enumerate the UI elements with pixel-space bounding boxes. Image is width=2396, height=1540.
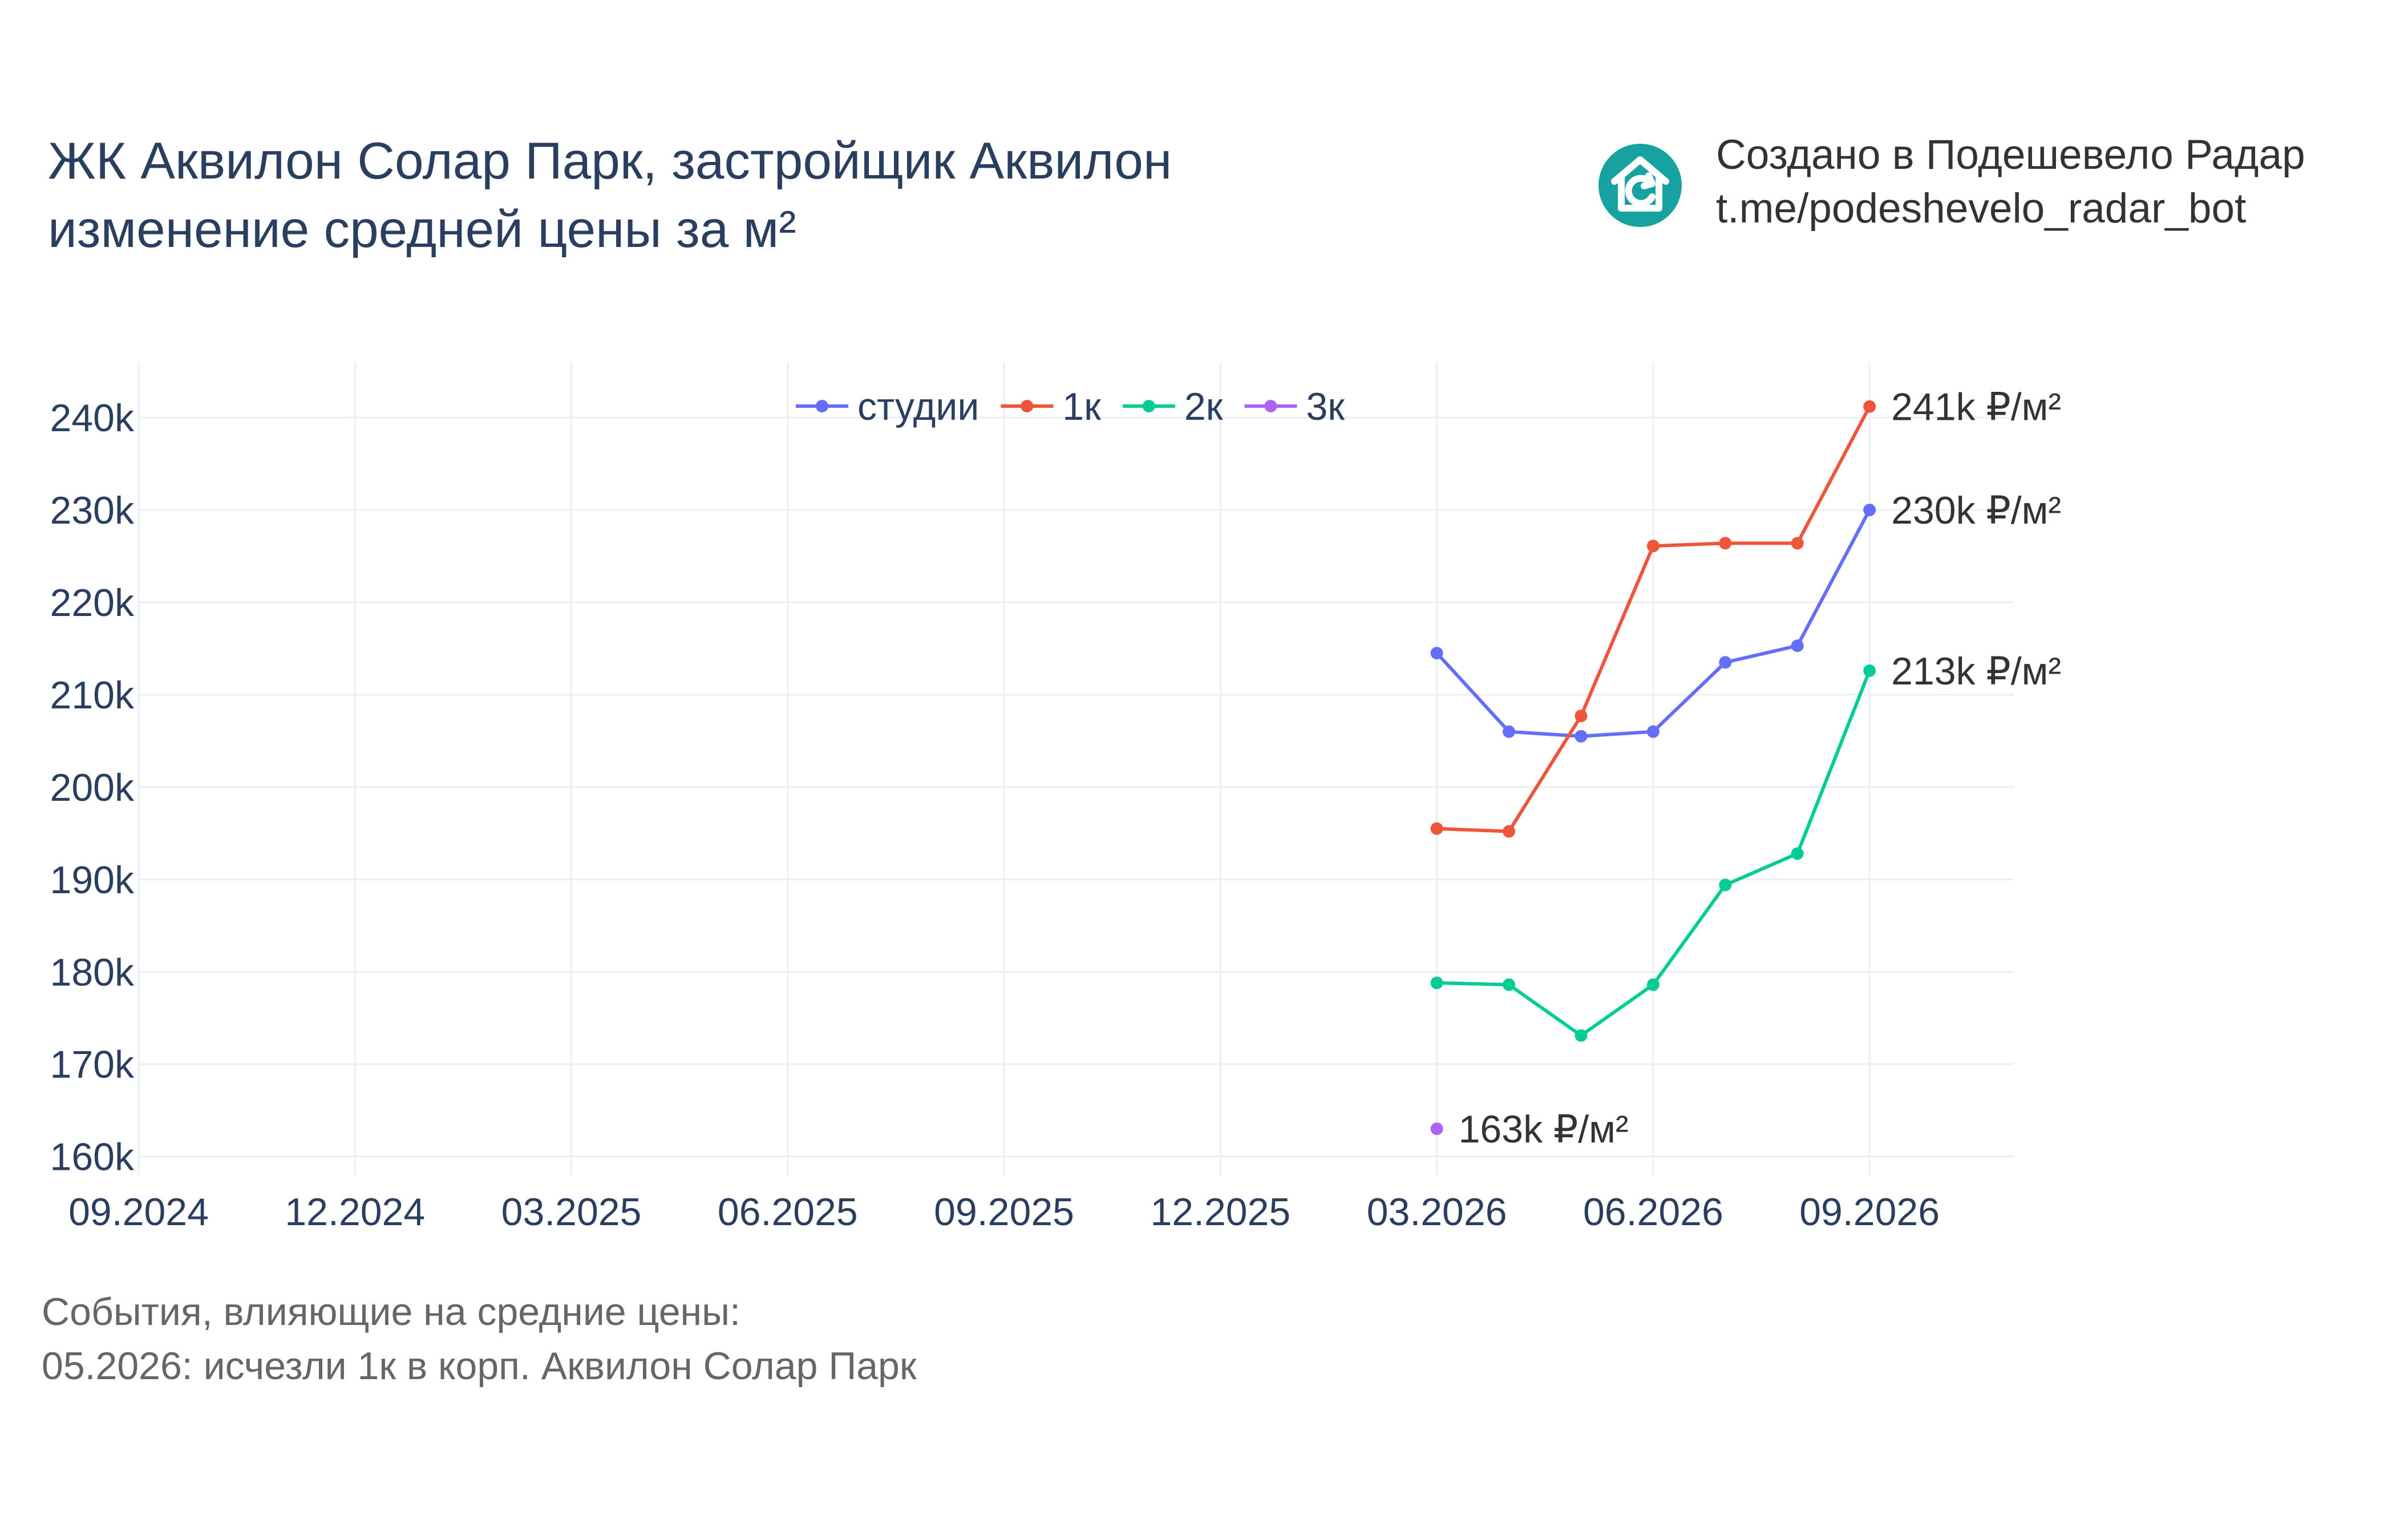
- series-end-label: 241k ₽/м²: [1891, 386, 2061, 429]
- data-point[interactable]: [1791, 847, 1804, 860]
- y-tick-label: 190k: [50, 858, 135, 902]
- data-point[interactable]: [1646, 540, 1660, 553]
- x-tick-label: 12.2025: [1150, 1190, 1290, 1234]
- y-axis-ticks: 160k 170k 180k 190k 200k 210k 220k 230k 240k: [50, 396, 135, 1178]
- x-tick-label: 06.2026: [1583, 1190, 1723, 1234]
- legend-item-0[interactable]: студии: [796, 385, 979, 428]
- data-point[interactable]: [1503, 978, 1516, 991]
- x-tick-label: 06.2025: [718, 1190, 858, 1234]
- data-point[interactable]: [1719, 878, 1732, 891]
- legend-swatch-marker: [1142, 400, 1155, 412]
- series-0: [1430, 504, 1876, 743]
- footnote-line-2: 05.2026: исчезли 1к в корп. Аквилон Сола…: [42, 1344, 917, 1388]
- y-tick-label: 230k: [50, 489, 135, 532]
- credit-line-1: Создано в Подешевело Радар: [1716, 132, 2305, 178]
- data-point[interactable]: [1719, 537, 1732, 550]
- y-tick-label: 220k: [50, 581, 135, 625]
- x-axis-ticks: 09.2024 12.2024 03.2025 06.2025 09.2025 12.20…: [68, 1190, 1940, 1234]
- x-tick-label: 03.2026: [1367, 1190, 1507, 1234]
- series-end-label: 213k ₽/м²: [1891, 650, 2061, 693]
- x-tick-label: 12.2024: [285, 1190, 425, 1234]
- logo[interactable]: [1598, 144, 1682, 227]
- chart-title-line-1: ЖК Аквилон Солар Парк, застройщик Аквило…: [48, 132, 1172, 190]
- y-tick-label: 240k: [50, 396, 135, 440]
- legend-item-1[interactable]: 1к: [1001, 385, 1102, 428]
- x-tick-label: 09.2025: [934, 1190, 1074, 1234]
- chart-title-line-2: изменение средней цены за м²: [48, 201, 796, 258]
- data-point[interactable]: [1719, 656, 1732, 669]
- data-point[interactable]: [1863, 504, 1876, 517]
- data-point[interactable]: [1430, 1122, 1443, 1136]
- legend-swatch-marker: [1021, 400, 1034, 412]
- data-point[interactable]: [1646, 978, 1660, 991]
- series-2: [1430, 664, 1876, 1042]
- y-tick-label: 200k: [50, 766, 135, 809]
- y-tick-label: 180k: [50, 951, 135, 994]
- y-tick-label: 170k: [50, 1043, 135, 1087]
- data-point[interactable]: [1863, 664, 1876, 677]
- footnote-line-1: События, влияющие на средние цены:: [42, 1290, 740, 1334]
- series-end-label: 230k ₽/м²: [1891, 489, 2061, 532]
- data-point[interactable]: [1575, 710, 1588, 723]
- series-end-label: 163k ₽/м²: [1459, 1108, 1629, 1151]
- data-point[interactable]: [1575, 1029, 1588, 1042]
- x-tick-label: 09.2026: [1799, 1190, 1940, 1234]
- y-tick-label: 160k: [50, 1136, 135, 1179]
- y-tick-label: 210k: [50, 674, 135, 717]
- series-lines: [1430, 400, 1876, 1136]
- logo-circle: [1598, 144, 1682, 227]
- series-3: [1430, 1122, 1443, 1136]
- grid: [137, 362, 2014, 1175]
- data-point[interactable]: [1430, 647, 1443, 660]
- legend-swatch-marker: [1264, 400, 1277, 412]
- house-refresh-icon: [1611, 156, 1669, 212]
- data-point[interactable]: [1791, 639, 1804, 653]
- data-point[interactable]: [1503, 825, 1516, 838]
- legend-label: 2к: [1184, 385, 1224, 428]
- data-point[interactable]: [1791, 537, 1804, 550]
- x-tick-label: 09.2024: [68, 1190, 209, 1234]
- legend-item-2[interactable]: 2к: [1122, 385, 1224, 428]
- legend-label: 3к: [1306, 385, 1345, 428]
- x-tick-label: 03.2025: [501, 1190, 642, 1234]
- data-point[interactable]: [1646, 725, 1660, 738]
- credit-line-2[interactable]: t.me/podeshevelo_radar_bot: [1716, 185, 2246, 232]
- data-point[interactable]: [1503, 725, 1516, 738]
- end-labels: 230k ₽/м² 241k ₽/м² 213k ₽/м² 163k ₽/м²: [1459, 386, 2061, 1151]
- data-point[interactable]: [1863, 400, 1876, 413]
- legend-label: 1к: [1062, 385, 1102, 428]
- data-point[interactable]: [1430, 822, 1443, 835]
- data-point[interactable]: [1430, 976, 1443, 990]
- data-point[interactable]: [1575, 730, 1588, 743]
- series-1: [1430, 400, 1876, 838]
- legend-swatch-marker: [816, 400, 828, 412]
- legend-label: студии: [857, 385, 979, 428]
- legend-item-3[interactable]: 3к: [1244, 385, 1345, 428]
- legend[interactable]: студии 1к 2к 3к: [796, 385, 1345, 428]
